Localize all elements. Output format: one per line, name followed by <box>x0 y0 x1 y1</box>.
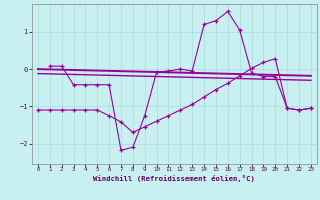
X-axis label: Windchill (Refroidissement éolien,°C): Windchill (Refroidissement éolien,°C) <box>93 175 255 182</box>
